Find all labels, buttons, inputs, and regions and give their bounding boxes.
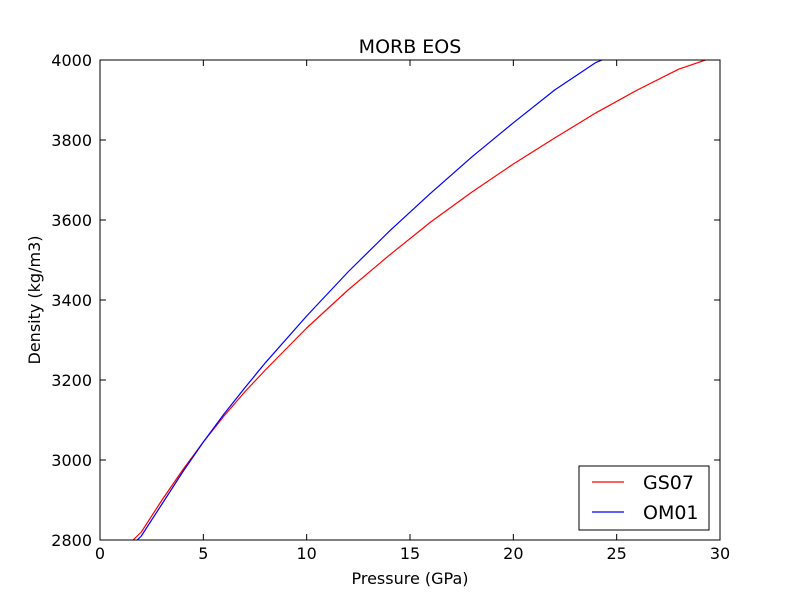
legend-label-om01: OM01 xyxy=(643,502,699,524)
y-tick-label: 3000 xyxy=(51,451,92,470)
y-tick-label: 4000 xyxy=(51,51,92,70)
x-tick-label: 25 xyxy=(606,544,626,563)
x-tick-label: 15 xyxy=(400,544,420,563)
y-tick-label: 3600 xyxy=(51,211,92,230)
y-axis-label: Density (kg/m3) xyxy=(25,236,44,365)
chart-title: MORB EOS xyxy=(359,36,462,58)
series-line-om01 xyxy=(136,60,603,540)
x-tick-label: 0 xyxy=(95,544,105,563)
plot-area xyxy=(100,60,720,540)
series-line-gs07 xyxy=(132,60,706,540)
y-tick-label: 3200 xyxy=(51,371,92,390)
plot-frame xyxy=(99,59,721,541)
y-tick-label: 3400 xyxy=(51,291,92,310)
legend-box xyxy=(578,465,710,531)
x-axis-label: Pressure (GPa) xyxy=(351,569,468,588)
x-tick-label: 5 xyxy=(198,544,208,563)
ticks-group: 0 5 10 15 20 25 30 2800 3000 3200 3400 3600 3800 4000 xyxy=(51,51,730,563)
legend-label-gs07: GS07 xyxy=(643,472,694,494)
x-tick-label: 20 xyxy=(503,544,523,563)
x-tick-label: 30 xyxy=(710,544,730,563)
x-tick-label: 10 xyxy=(296,544,316,563)
y-tick-label: 2800 xyxy=(51,531,92,550)
series-group xyxy=(132,60,706,540)
legend: GS07 OM01 xyxy=(578,465,710,531)
y-tick-label: 3800 xyxy=(51,131,92,150)
